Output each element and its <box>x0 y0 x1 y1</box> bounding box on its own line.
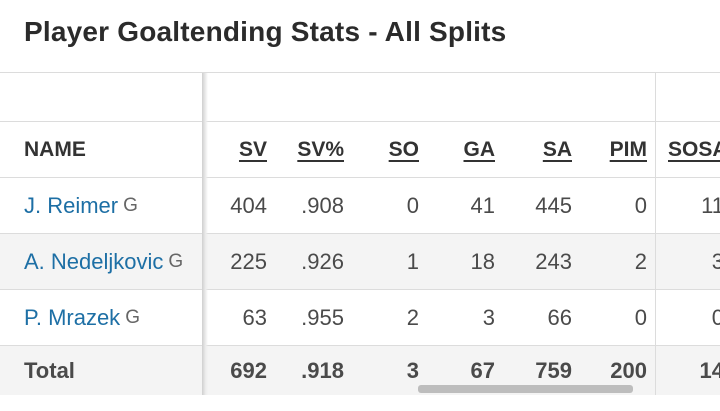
column-divider <box>655 73 656 395</box>
so-cell: 0 <box>406 192 419 218</box>
total-sv-pct-cell: .918 <box>301 357 344 383</box>
sosa-cell: 3 <box>668 234 720 289</box>
page-title: Player Goaltending Stats - All Splits <box>24 16 507 47</box>
column-header-so[interactable]: SO <box>388 137 419 161</box>
table-row: A. Nedeljkovic G 225 .926 1 18 243 2 3 <box>0 234 720 290</box>
column-header-sa[interactable]: SA <box>542 137 572 161</box>
table-row: J. Reimer G 404 .908 0 41 445 0 11 <box>0 178 720 234</box>
column-header-pim[interactable]: PIM <box>609 137 647 161</box>
sa-cell: 66 <box>547 304 572 330</box>
table-row: P. Mrazek G 63 .955 2 3 66 0 0 <box>0 290 720 346</box>
total-so-cell: 3 <box>406 357 419 383</box>
total-sosa-cell: 14 <box>699 357 720 383</box>
horizontal-scrollbar[interactable] <box>418 385 633 393</box>
sa-cell: 445 <box>535 192 572 218</box>
column-header-ga[interactable]: GA <box>463 137 496 161</box>
sv-pct-cell: .908 <box>301 192 344 218</box>
ga-cell: 41 <box>470 192 495 218</box>
ga-cell: 18 <box>470 248 495 274</box>
pim-cell: 0 <box>634 304 647 330</box>
so-cell: 2 <box>406 304 419 330</box>
pim-cell: 2 <box>634 248 647 274</box>
total-ga-cell: 67 <box>470 357 495 383</box>
player-name-link[interactable]: P. Mrazek <box>24 304 121 330</box>
column-header-sosa[interactable]: SOSA <box>668 137 720 161</box>
pim-cell: 0 <box>634 192 647 218</box>
sv-pct-cell: .926 <box>301 248 344 274</box>
sosa-cell: 0 <box>668 290 720 345</box>
ga-cell: 3 <box>482 304 495 330</box>
sv-pct-cell: .955 <box>301 304 344 330</box>
total-sv-cell: 692 <box>230 357 267 383</box>
total-label: Total <box>24 357 75 383</box>
total-sa-cell: 759 <box>535 357 572 383</box>
sv-cell: 404 <box>230 192 267 218</box>
header-group-row <box>0 73 720 122</box>
total-row: Total 692 .918 3 67 759 200 14 <box>0 346 720 395</box>
position-label: G <box>168 250 184 272</box>
so-cell: 1 <box>406 248 419 274</box>
total-pim-cell: 200 <box>610 357 647 383</box>
sa-cell: 243 <box>535 248 572 274</box>
column-header-sv-pct[interactable]: SV% <box>297 137 344 161</box>
column-header-row: NAME SV SV% SO GA SA PIM SOSA <box>0 122 720 178</box>
sosa-cell: 11 <box>701 192 720 218</box>
player-name-link[interactable]: J. Reimer <box>24 192 119 218</box>
player-name-link[interactable]: A. Nedeljkovic <box>24 248 164 274</box>
column-header-name: NAME <box>24 137 86 161</box>
position-label: G <box>125 306 140 328</box>
column-header-sv[interactable]: SV <box>238 137 267 161</box>
frozen-column-shadow <box>202 73 208 395</box>
sv-cell: 63 <box>242 304 267 330</box>
position-label: G <box>123 194 138 216</box>
sv-cell: 225 <box>230 248 267 274</box>
goaltending-stats-table: NAME SV SV% SO GA SA PIM SOSA J. Reimer … <box>0 72 720 395</box>
